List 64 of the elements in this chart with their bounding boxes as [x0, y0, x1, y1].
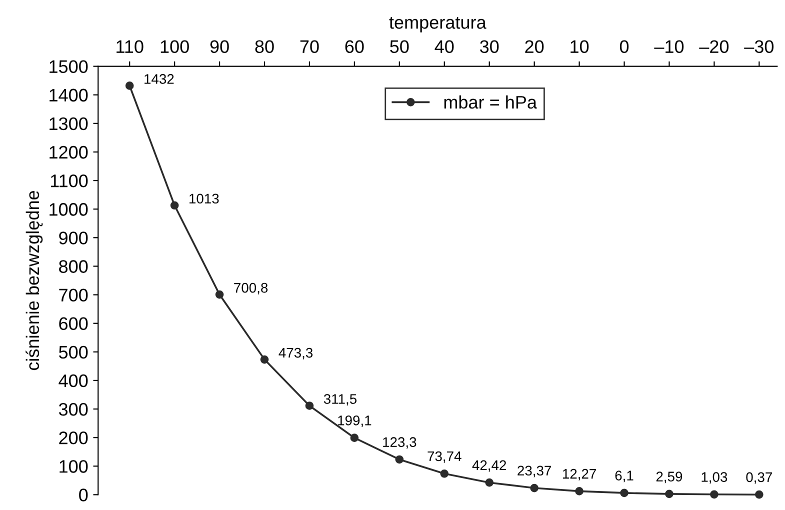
point	[530, 484, 538, 492]
data-label: 1013	[190, 194, 219, 204]
point	[710, 490, 718, 499]
y-tick-label: 0	[79, 488, 88, 502]
data-label: 0,37	[746, 472, 772, 484]
point	[350, 434, 359, 442]
legend-label: mbar = hPa	[444, 95, 537, 109]
data-label: 23,37	[518, 466, 551, 478]
x-tick-label: 110	[116, 40, 144, 54]
y-tick-label: 1000	[50, 203, 88, 216]
x-tick-label: 60	[345, 40, 364, 54]
x-tick-label: 10	[570, 40, 589, 54]
y-tick-label: 700	[59, 288, 88, 302]
data-label: 73,74	[428, 451, 462, 463]
point	[440, 469, 449, 478]
x-tick-label: 80	[255, 40, 274, 54]
point	[260, 355, 269, 364]
x-tick-label: 20	[525, 40, 544, 54]
y-tick-label: 1400	[50, 88, 88, 102]
y-tick-label: 1300	[50, 117, 88, 130]
x-tick-label: –30	[744, 40, 774, 54]
data-label: 473,3	[278, 348, 313, 360]
x-tick-label: 50	[390, 40, 409, 54]
x-tick-label: 70	[300, 40, 319, 54]
data-label: 1432	[144, 74, 174, 84]
x-tick-label: 0	[620, 40, 629, 54]
data-label: 311,5	[324, 394, 357, 406]
y-tick-label: 1200	[50, 146, 88, 159]
point	[305, 402, 314, 410]
x-tick-label: –20	[699, 40, 729, 54]
point	[125, 82, 134, 90]
point	[754, 490, 764, 499]
point	[215, 290, 224, 299]
data-label: 1,03	[702, 472, 728, 484]
data-label: 12,27	[562, 468, 596, 480]
data-label: 123,3	[383, 437, 416, 449]
x-tick-label: 40	[434, 40, 454, 54]
y-axis-title: ciśnienie bezwzględne	[26, 190, 43, 370]
y-tick-label: 500	[59, 346, 88, 359]
x-tick-label: 30	[480, 40, 499, 54]
y-tick-label: 400	[58, 374, 88, 388]
y-tick-label: 900	[59, 232, 88, 244]
y-tick-label: 600	[59, 317, 88, 330]
y-tick-label: 300	[58, 402, 88, 416]
x-tick-label: –10	[654, 40, 684, 54]
data-label: 42,42	[472, 460, 506, 472]
y-tick-label: 1500	[50, 60, 88, 74]
point	[575, 487, 584, 496]
y-tick-label: 1100	[50, 174, 88, 188]
x-axis-title: temperatura	[389, 16, 486, 32]
y-tick-label: 800	[59, 260, 88, 273]
data-label: 199,1	[338, 416, 372, 428]
point	[620, 488, 628, 498]
data-label: 6,1	[615, 470, 634, 482]
point	[485, 478, 494, 487]
y-tick-label: 200	[59, 432, 88, 444]
point	[170, 201, 179, 210]
data-label: 2,59	[656, 472, 682, 484]
x-tick-label: 100	[160, 40, 189, 54]
point	[665, 490, 674, 498]
point	[395, 455, 404, 464]
data-label: 700,8	[234, 282, 268, 294]
x-tick-label: 90	[210, 40, 229, 54]
y-tick-label: 100	[60, 460, 88, 473]
